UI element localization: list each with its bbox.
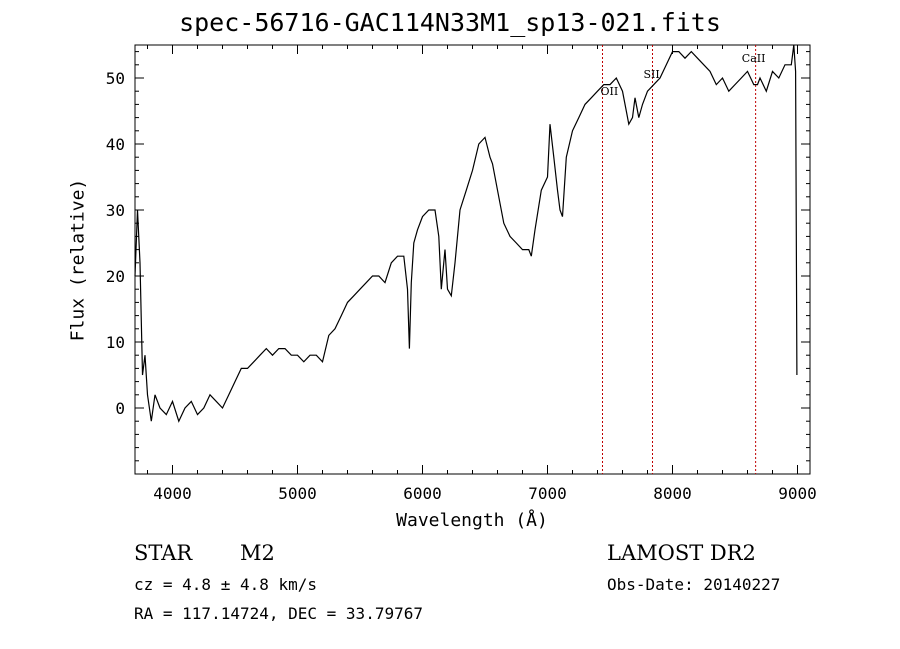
y-axis-label: Flux (relative) bbox=[67, 178, 89, 342]
object-subclass: M2 bbox=[240, 541, 275, 565]
marker-label: CaII bbox=[742, 52, 766, 65]
survey-label: LAMOST DR2 bbox=[607, 541, 756, 565]
object-class: STAR bbox=[134, 541, 193, 565]
obs-date: Obs-Date: 20140227 bbox=[607, 575, 781, 594]
y-tick-label: 0 bbox=[115, 399, 125, 418]
x-tick-label: 7000 bbox=[528, 484, 567, 503]
spectrum-line bbox=[134, 44, 798, 423]
x-tick-label: 4000 bbox=[153, 484, 192, 503]
axes: 4000 5000 6000 7000 8000 9000 0 10 20 30 40 50 bbox=[106, 44, 817, 503]
x-axis-label: Wavelength (Å) bbox=[396, 510, 548, 531]
y-tick-label: 10 bbox=[106, 333, 125, 352]
y-tick-label: 30 bbox=[106, 201, 125, 220]
spectrum-series bbox=[134, 44, 798, 423]
y-tick-label: 50 bbox=[106, 69, 125, 88]
redshift-cz: cz = 4.8 ± 4.8 km/s bbox=[134, 575, 318, 594]
marker-label: SII bbox=[644, 68, 660, 81]
x-tick-label: 5000 bbox=[278, 484, 317, 503]
line-markers: OII SII CaII bbox=[601, 45, 766, 474]
coordinates: RA = 117.14724, DEC = 33.79767 bbox=[134, 604, 423, 623]
x-tick-label: 9000 bbox=[778, 484, 817, 503]
x-tick-label: 6000 bbox=[403, 484, 442, 503]
y-tick-label: 20 bbox=[106, 267, 125, 286]
marker-label: OII bbox=[601, 85, 619, 98]
x-tick-label: 8000 bbox=[653, 484, 692, 503]
plot-frame bbox=[134, 44, 811, 475]
y-tick-label: 40 bbox=[106, 135, 125, 154]
chart-title: spec-56716-GAC114N33M1_sp13-021.fits bbox=[179, 8, 721, 37]
